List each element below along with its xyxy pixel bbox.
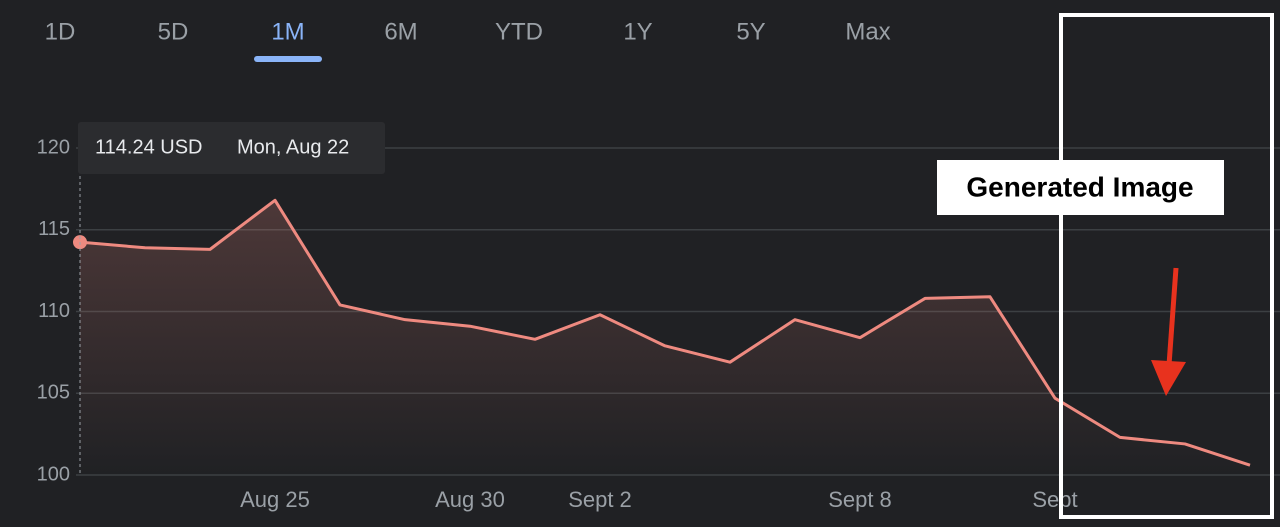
arrow-head	[1151, 360, 1186, 396]
tab[interactable]: 1Y	[623, 18, 652, 45]
y-tick-label: 105	[37, 382, 70, 404]
tooltip-price: 114.24 USD	[95, 136, 202, 158]
y-tick-label: 115	[38, 218, 70, 240]
x-tick-label: Aug 30	[435, 487, 505, 512]
annotation-box	[937, 160, 1224, 215]
x-tick-label: Sept 8	[828, 487, 892, 512]
tooltip-date: Mon, Aug 22	[237, 136, 349, 158]
x-tick-label: Sept	[1032, 487, 1077, 512]
y-tick-label: 120	[37, 136, 70, 158]
annotation: Generated Image	[966, 171, 1193, 202]
range-tabs: 1D 5D 1M 6M YTD 1Y 5Y Max	[45, 18, 891, 62]
tab[interactable]: Max	[845, 18, 890, 45]
x-tick-label: Sept 2	[568, 487, 632, 512]
y-tick-label: 100	[37, 463, 70, 485]
tab[interactable]: 6M	[384, 18, 417, 45]
tab[interactable]: YTD	[495, 18, 543, 45]
area-fill	[80, 200, 1250, 475]
tab[interactable]: 1M	[271, 18, 304, 45]
tab[interactable]: 5Y	[736, 18, 765, 45]
price-line	[79, 198, 1251, 467]
y-tick-label: 110	[38, 300, 70, 322]
x-tick-label: Aug 25	[240, 487, 310, 512]
highlight-box	[1059, 13, 1274, 519]
tab[interactable]: 1D	[45, 18, 76, 45]
tab[interactable]: 5D	[158, 18, 189, 45]
plot	[73, 198, 1251, 475]
tooltip	[78, 122, 385, 174]
arrow-shaft	[1166, 267, 1179, 366]
tab-indicator	[254, 56, 322, 62]
